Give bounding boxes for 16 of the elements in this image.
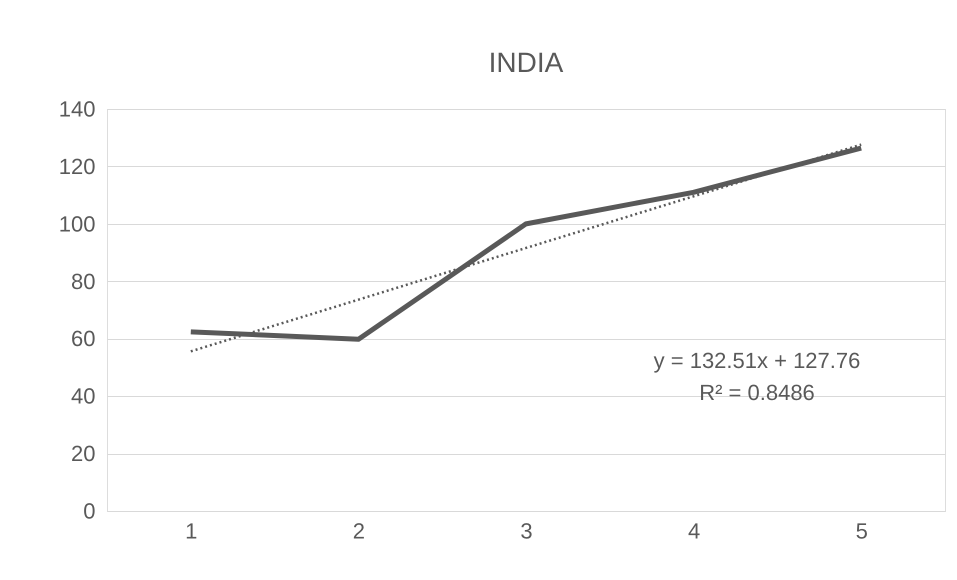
y-tick-label: 20 bbox=[71, 441, 96, 466]
x-tick-label: 5 bbox=[856, 518, 868, 544]
y-tick-label: 140 bbox=[58, 96, 96, 122]
x-tick-label: 1 bbox=[185, 518, 198, 544]
chart-title: INDIA bbox=[488, 47, 564, 78]
annotation: y = 132.51x + 127.76 bbox=[654, 348, 860, 373]
x-tick-label: 4 bbox=[688, 518, 700, 544]
annotation: R² = 0.8486 bbox=[699, 380, 815, 405]
y-tick-label: 80 bbox=[71, 268, 96, 294]
y-tick-label: 120 bbox=[58, 154, 96, 179]
y-tick-label: 100 bbox=[58, 211, 96, 236]
y-tick-label: 0 bbox=[83, 498, 96, 524]
x-tick-label: 2 bbox=[352, 518, 366, 544]
y-tick-label: 60 bbox=[71, 326, 96, 352]
x-tick-label: 3 bbox=[520, 518, 533, 544]
y-tick-label: 40 bbox=[71, 384, 96, 409]
